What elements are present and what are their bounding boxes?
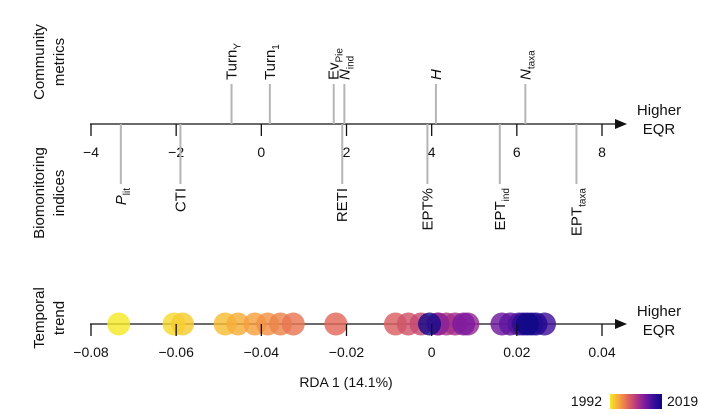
- temporal-point: [281, 312, 305, 336]
- biomonitoring-index-markers: Plit CTI RETI EPT% EPTind EPTtaxa: [113, 124, 588, 237]
- group-label-biomonitoring-line1: Biomonitoring: [31, 147, 48, 239]
- axis-top-direction-label-line1: Higher: [637, 102, 681, 119]
- group-label-community-line1: Community: [31, 24, 48, 100]
- community-metric-label: Turn1: [262, 44, 282, 80]
- axis-bottom-ticks: −0.08 −0.06 −0.04 −0.02 0 0.02 0.04: [73, 324, 616, 360]
- temporal-point: [324, 312, 348, 336]
- biomonitoring-index-label: EPTtaxa: [568, 188, 588, 237]
- axis-bottom-tick-label: −0.08: [73, 344, 109, 360]
- group-label-temporal-line2: trend: [51, 301, 68, 335]
- temporal-points: [107, 312, 557, 336]
- community-metric-label: H: [428, 69, 445, 80]
- biomonitoring-index-label: RETI: [334, 188, 351, 222]
- group-label-community: Community metrics: [31, 24, 68, 100]
- colorbar-min-label: 1992: [571, 393, 602, 409]
- biomonitoring-index-label: CTI: [172, 188, 189, 212]
- axis-bottom-tick-label: −0.04: [244, 344, 280, 360]
- temporal-point: [226, 312, 250, 336]
- axis-bottom-xlabel: RDA 1 (14.1%): [299, 374, 392, 390]
- axis-top-arrowhead: [615, 119, 627, 129]
- community-metric-label: Ntaxa: [517, 50, 537, 80]
- axis-top-tick-label: 4: [428, 144, 436, 160]
- axis-top-tick-label: 0: [257, 144, 265, 160]
- temporal-point: [418, 312, 442, 336]
- temporal-point: [171, 312, 195, 336]
- axis-top: −4 −2 0 2 4 6 8 Higher EQR: [83, 102, 681, 160]
- group-label-community-line2: metrics: [51, 38, 68, 86]
- axis-bottom-arrowhead: [615, 319, 627, 329]
- axis-bottom-tick-label: −0.02: [329, 344, 365, 360]
- axis-top-tick-label: 6: [513, 144, 521, 160]
- axis-top-tick-label: 8: [598, 144, 606, 160]
- axis-bottom-tick-label: 0.02: [503, 344, 530, 360]
- axis-top-ticks: −4 −2 0 2 4 6 8: [83, 124, 606, 160]
- group-label-temporal: Temporal trend: [31, 287, 68, 349]
- biomonitoring-index-label: Plit: [113, 188, 133, 205]
- colorbar: 1992 2019: [571, 393, 698, 409]
- colorbar-max-label: 2019: [667, 393, 698, 409]
- temporal-point: [452, 312, 476, 336]
- group-label-biomonitoring: Biomonitoring indices: [31, 147, 68, 239]
- group-label-temporal-line1: Temporal: [31, 287, 48, 349]
- group-label-biomonitoring-line2: indices: [51, 170, 68, 217]
- axis-top-tick-label: −4: [83, 144, 99, 160]
- biomonitoring-index-label: EPTind: [492, 188, 512, 231]
- axis-bottom-direction-label-line1: Higher: [637, 303, 681, 320]
- axis-bottom: −0.08 −0.06 −0.04 −0.02 0 0.02 0.04 Higher EQR…: [73, 303, 681, 390]
- community-metric-label: Nind: [336, 56, 356, 80]
- colorbar-gradient: [610, 394, 662, 409]
- temporal-point: [107, 312, 131, 336]
- community-metric-label: EvPie: [326, 48, 346, 80]
- axis-top-tick-label: −2: [168, 144, 184, 160]
- axis-bottom-tick-label: 0.04: [588, 344, 615, 360]
- temporal-point: [515, 312, 539, 336]
- axis-bottom-direction-label-line2: EQR: [643, 322, 676, 339]
- axis-top-tick-label: 2: [343, 144, 351, 160]
- community-metric-label: TurnY: [224, 43, 244, 80]
- axis-top-direction-label-line2: EQR: [643, 121, 676, 138]
- biomonitoring-index-label: EPT%: [419, 188, 436, 231]
- axis-bottom-tick-label: −0.06: [158, 344, 194, 360]
- axis-bottom-tick-label: 0: [428, 344, 436, 360]
